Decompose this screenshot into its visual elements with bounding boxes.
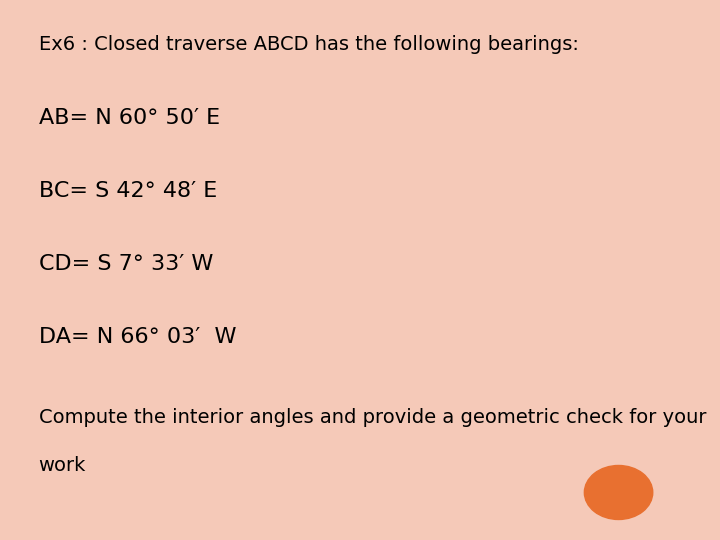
Text: Ex6 : Closed traverse ABCD has the following bearings:: Ex6 : Closed traverse ABCD has the follo… [39, 35, 578, 54]
Text: DA= N 66° 03′  W: DA= N 66° 03′ W [39, 327, 236, 347]
Text: AB= N 60° 50′ E: AB= N 60° 50′ E [39, 108, 220, 128]
Text: CD= S 7° 33′ W: CD= S 7° 33′ W [39, 254, 213, 274]
Text: Compute the interior angles and provide a geometric check for your: Compute the interior angles and provide … [39, 408, 706, 427]
Circle shape [585, 465, 653, 519]
Text: work: work [39, 456, 86, 475]
Text: BC= S 42° 48′ E: BC= S 42° 48′ E [39, 181, 217, 201]
